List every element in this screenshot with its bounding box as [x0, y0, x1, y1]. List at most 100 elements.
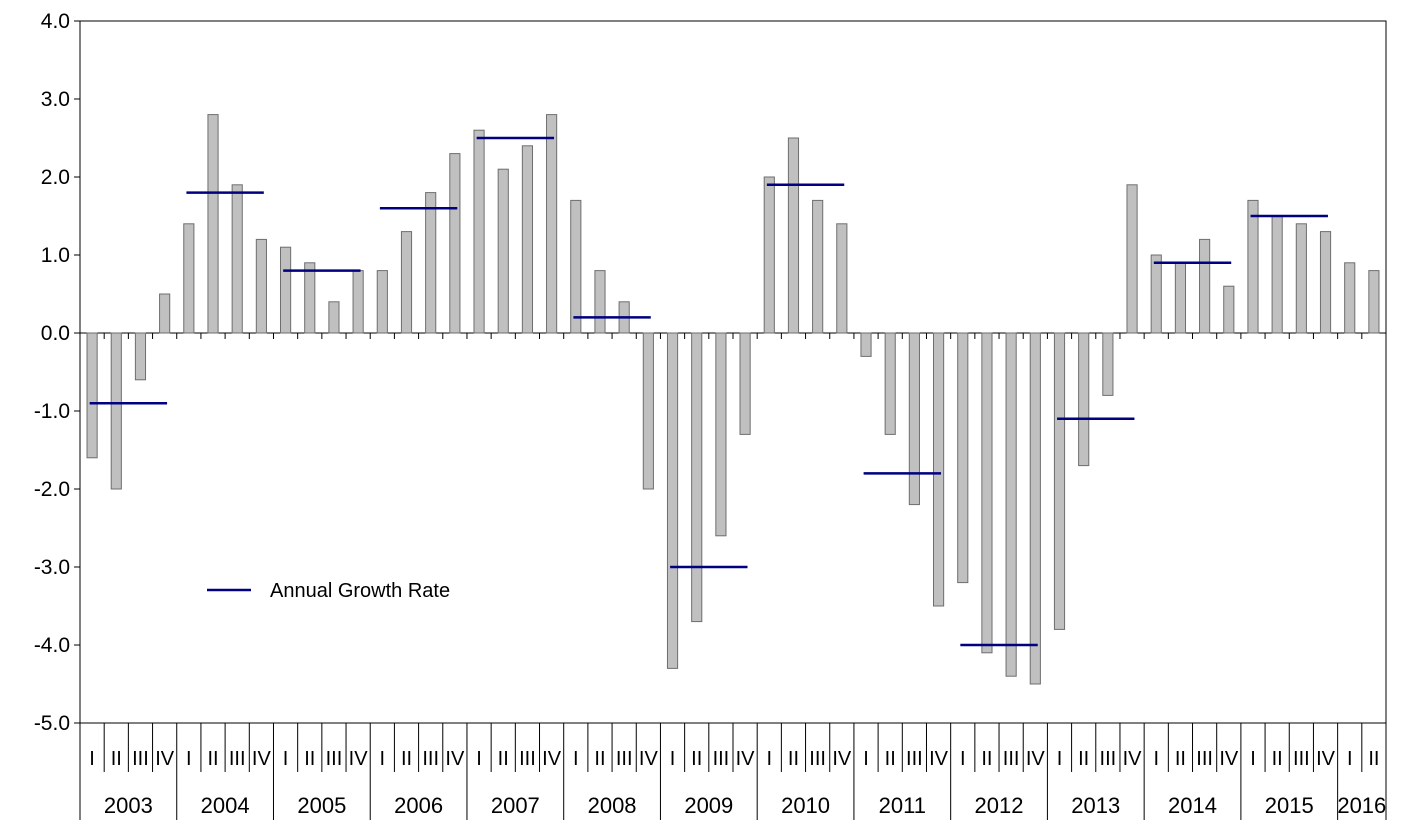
quarter-label: I: [1250, 748, 1256, 770]
quarter-label: IV: [639, 748, 659, 770]
bar: [497, 168, 509, 334]
quarter-label: III: [713, 748, 730, 770]
bar: [1174, 262, 1187, 334]
year-label: 2009: [684, 793, 733, 818]
quarter-label: IV: [542, 748, 562, 770]
bar: [981, 332, 993, 654]
year-label: 2007: [491, 793, 540, 818]
year-label: 2012: [975, 793, 1024, 818]
quarter-label: II: [1078, 748, 1089, 770]
bars-layer: [86, 114, 1380, 685]
quarter-label: III: [809, 748, 826, 770]
year-label: 2011: [879, 793, 926, 818]
bar: [1150, 254, 1162, 334]
bar: [255, 238, 267, 334]
quarter-label: III: [616, 748, 633, 770]
y-tick-label: -1.0: [34, 400, 70, 423]
year-label: 2006: [394, 793, 443, 818]
year-label: 2014: [1168, 793, 1217, 818]
quarter-label: IV: [1123, 748, 1143, 770]
y-tick-label: -4.0: [34, 634, 70, 657]
bar: [546, 114, 558, 334]
bar: [352, 270, 364, 334]
quarter-label: IV: [736, 748, 756, 770]
bar: [666, 332, 679, 669]
bar: [279, 246, 292, 334]
year-label: 2008: [588, 793, 637, 818]
quarter-label: IV: [1026, 748, 1046, 770]
year-label: 2015: [1265, 793, 1314, 818]
bar: [473, 129, 485, 334]
bar: [1247, 199, 1259, 334]
bar: [1223, 285, 1235, 334]
bar: [1053, 332, 1066, 630]
year-label: 2004: [201, 793, 250, 818]
bar: [134, 332, 147, 381]
bar: [884, 332, 896, 435]
quarter-label: I: [1057, 748, 1063, 770]
quarter-label: I: [670, 748, 676, 770]
y-tick-label: 0.0: [41, 322, 70, 345]
quarter-label: IV: [155, 748, 175, 770]
y-tick-label: 4.0: [41, 10, 70, 33]
quarter-label: IV: [1316, 748, 1336, 770]
legend-label: Annual Growth Rate: [270, 580, 450, 602]
quarter-label: I: [863, 748, 869, 770]
bar: [425, 192, 437, 334]
bar: [1078, 332, 1090, 467]
quarter-label: II: [111, 748, 122, 770]
quarter-label: II: [304, 748, 315, 770]
quarter-label: I: [573, 748, 579, 770]
bar: [1295, 223, 1307, 334]
y-tick-label: -3.0: [34, 556, 70, 579]
bar: [812, 199, 824, 334]
y-tick-label: 3.0: [41, 88, 70, 111]
quarter-label: IV: [929, 748, 949, 770]
quarter-label: II: [691, 748, 702, 770]
quarter-label: III: [1293, 748, 1310, 770]
bar: [763, 176, 775, 334]
legend: Annual Growth Rate: [207, 580, 450, 602]
bar: [159, 293, 171, 334]
bar: [1005, 332, 1017, 677]
bar: [328, 301, 340, 334]
bar: [1319, 231, 1332, 334]
quarter-label: IV: [349, 748, 369, 770]
quarter-label: IV: [445, 748, 465, 770]
bar: [110, 332, 122, 490]
quarter-label: I: [89, 748, 95, 770]
bar: [715, 332, 727, 537]
quarter-label: IV: [1219, 748, 1239, 770]
bar: [691, 332, 703, 623]
bar: [231, 184, 243, 334]
bar: [449, 153, 461, 334]
annual-layer: [89, 136, 1328, 647]
quarter-label: II: [981, 748, 992, 770]
quarter-label: II: [1272, 748, 1283, 770]
quarter-label: III: [1003, 748, 1020, 770]
quarter-label: I: [1347, 748, 1353, 770]
quarter-label: I: [186, 748, 192, 770]
bar: [400, 231, 413, 334]
quarter-label: II: [498, 748, 509, 770]
bar: [207, 114, 219, 334]
bar: [787, 137, 800, 334]
quarter-label: II: [1368, 748, 1379, 770]
bar: [1029, 332, 1041, 685]
bar: [183, 223, 195, 334]
year-label: 2005: [297, 793, 346, 818]
quarter-label: II: [885, 748, 896, 770]
bar: [1126, 184, 1138, 334]
quarter-label: II: [788, 748, 799, 770]
bar: [836, 223, 848, 334]
year-label: 2010: [781, 793, 830, 818]
quarter-label: I: [476, 748, 482, 770]
quarter-label: III: [1100, 748, 1117, 770]
quarter-label: II: [401, 748, 412, 770]
bar: [570, 199, 582, 334]
quarter-label: III: [229, 748, 246, 770]
quarter-label: II: [207, 748, 218, 770]
year-label: 2016: [1337, 793, 1386, 818]
quarter-label: III: [519, 748, 536, 770]
